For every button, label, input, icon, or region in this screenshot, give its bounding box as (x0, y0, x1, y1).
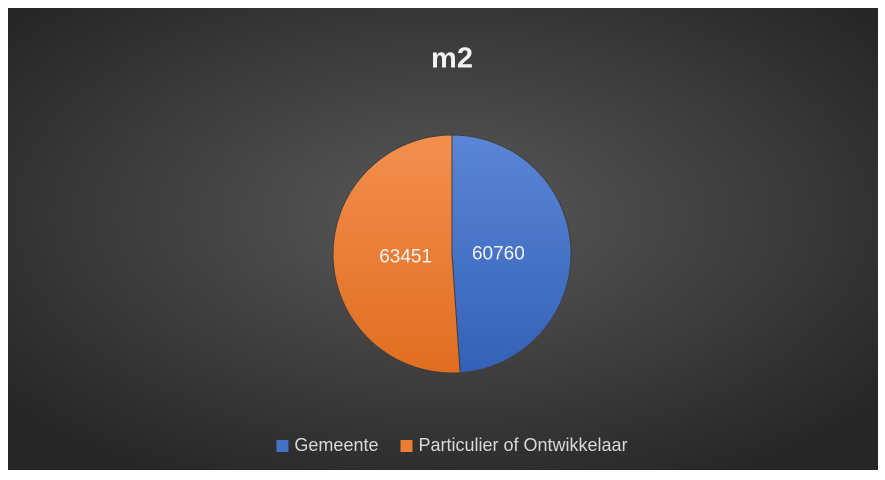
legend-label: Particulier of Ontwikkelaar (418, 435, 627, 455)
legend-swatch (276, 440, 289, 452)
data-label: 63451 (379, 247, 432, 268)
chart-title: m2 (431, 43, 473, 75)
data-label: 60760 (472, 243, 525, 264)
legend-label: Gemeente (294, 435, 378, 455)
legend-swatch (400, 440, 413, 452)
pie-slice (451, 134, 572, 374)
pie-slice (332, 134, 461, 374)
